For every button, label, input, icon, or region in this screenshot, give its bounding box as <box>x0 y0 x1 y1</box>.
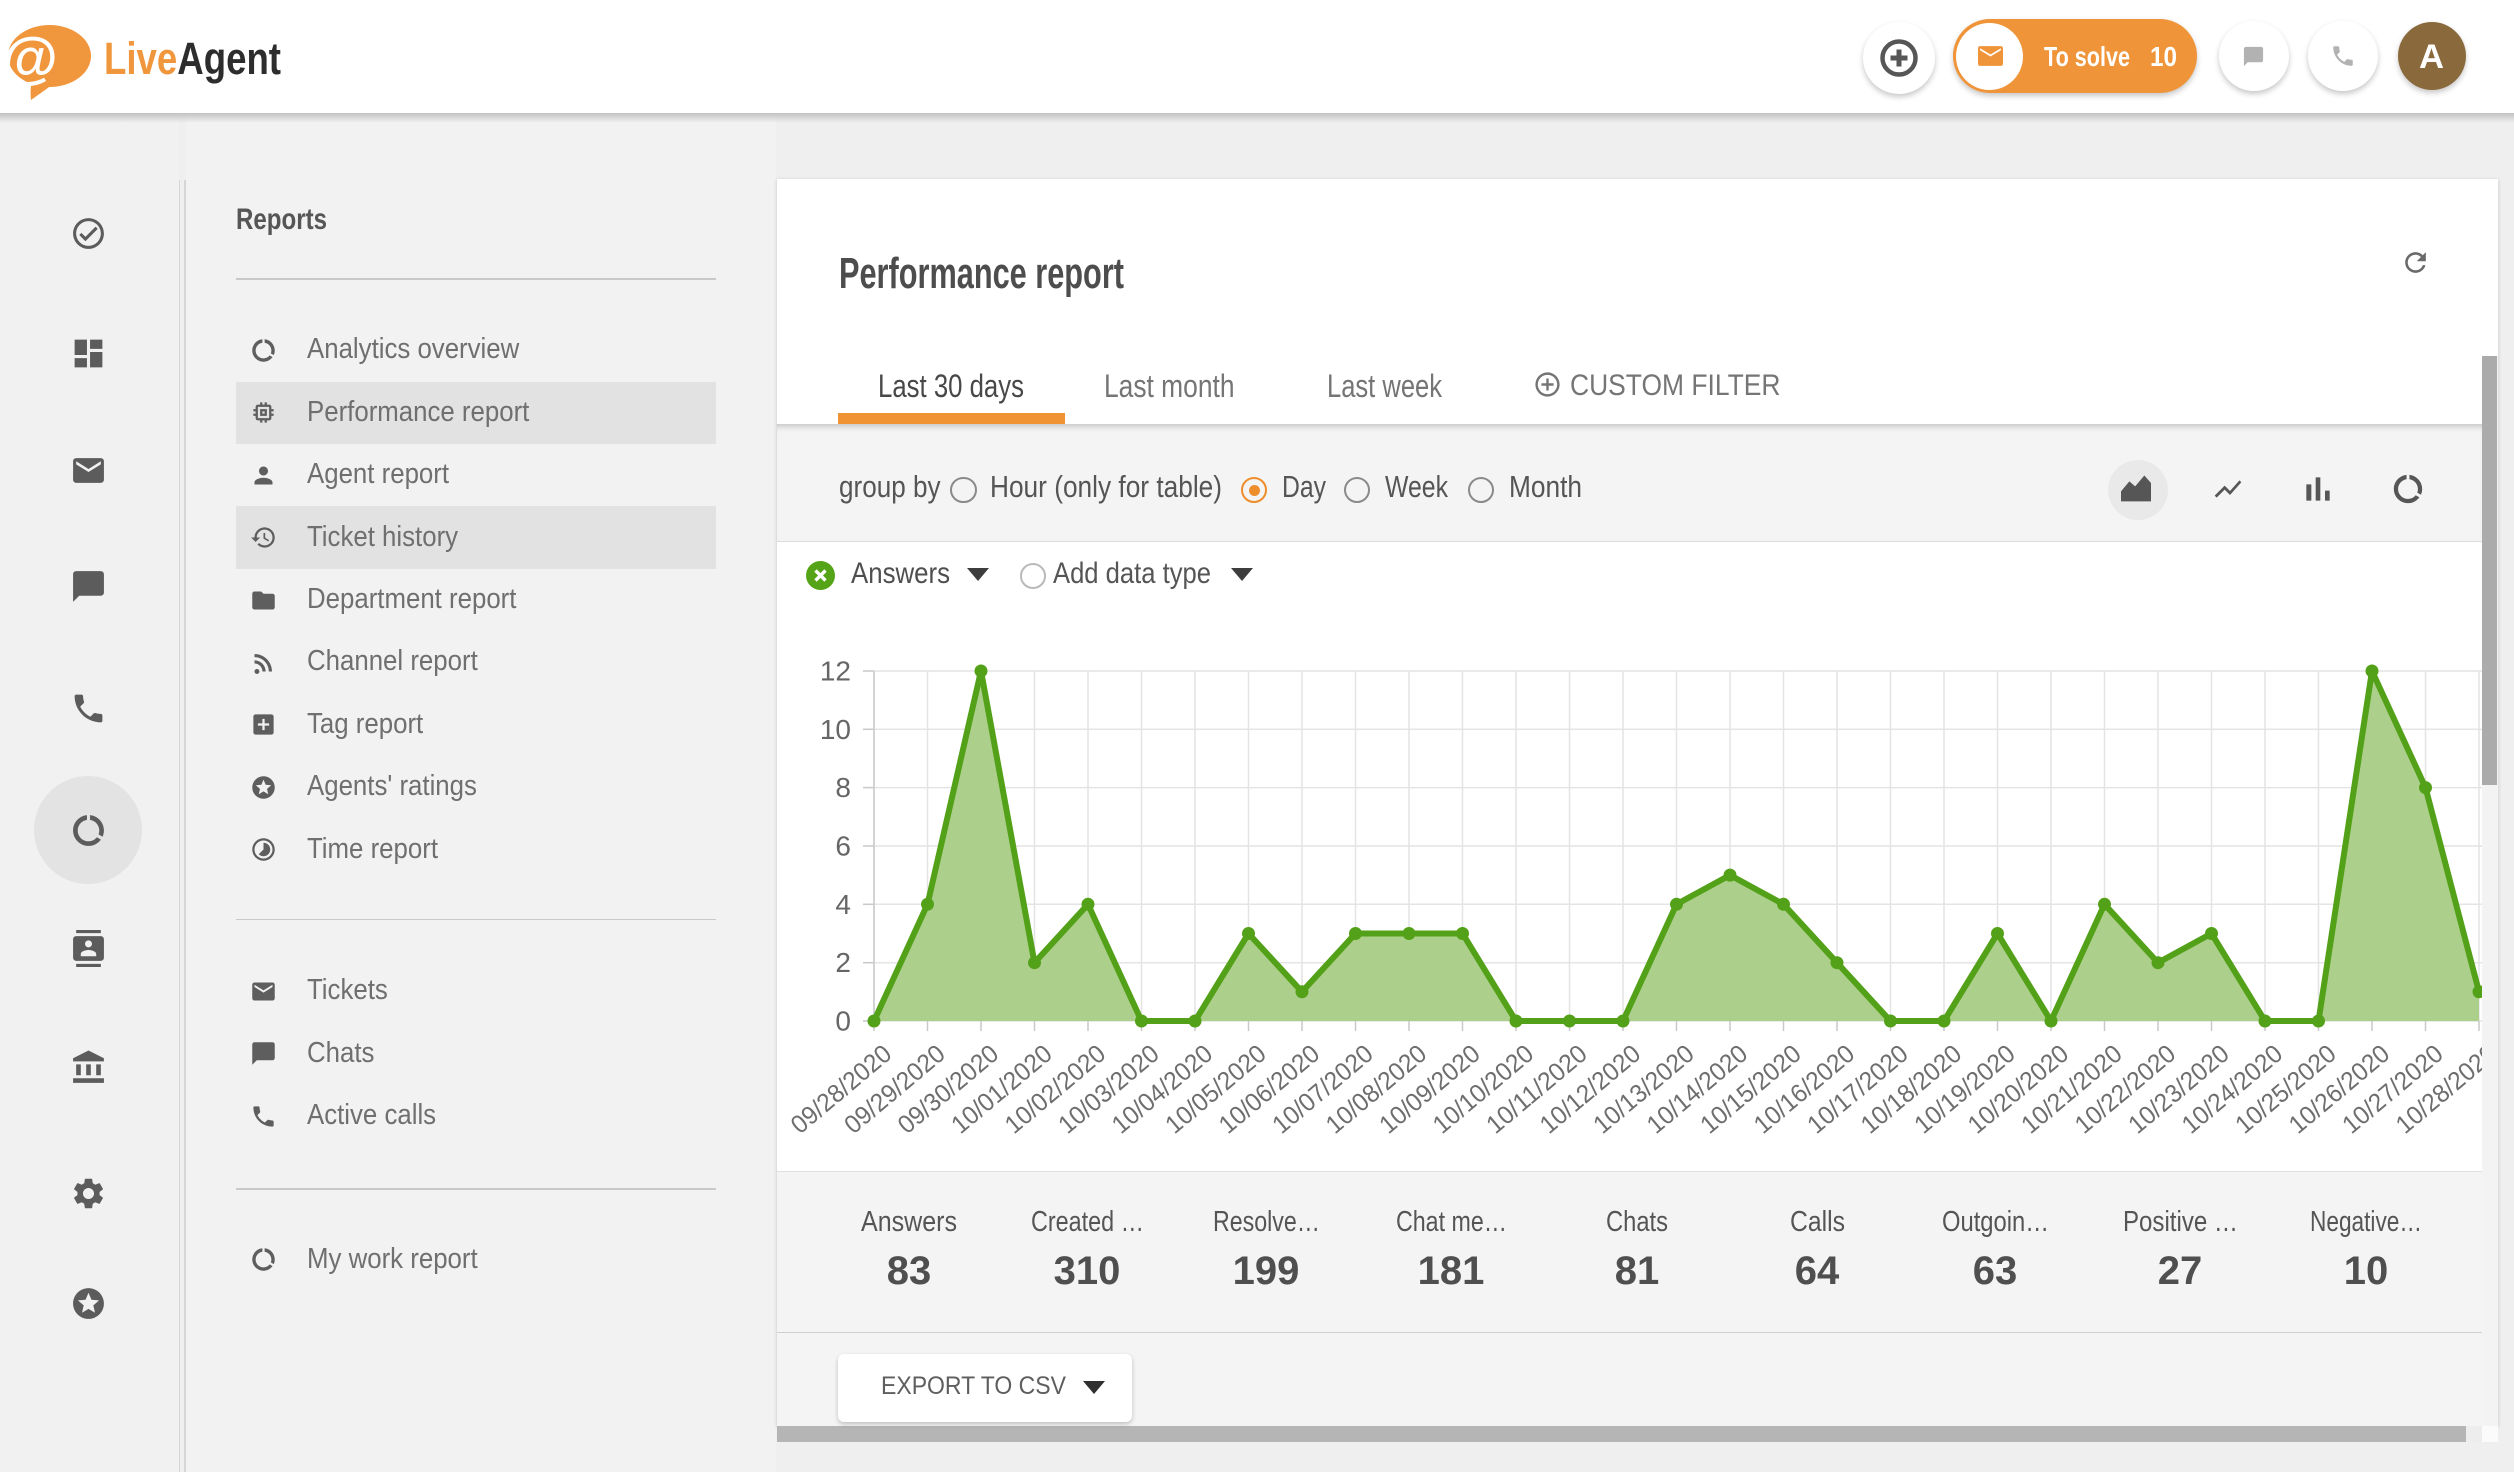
svg-text:2: 2 <box>835 947 851 978</box>
svg-text:12: 12 <box>820 656 851 687</box>
svg-text:4: 4 <box>835 889 851 920</box>
svg-text:10: 10 <box>820 714 851 745</box>
svg-text:0: 0 <box>835 1006 851 1037</box>
svg-text:6: 6 <box>835 831 851 862</box>
svg-text:@: @ <box>2 26 58 90</box>
svg-text:8: 8 <box>835 772 851 803</box>
